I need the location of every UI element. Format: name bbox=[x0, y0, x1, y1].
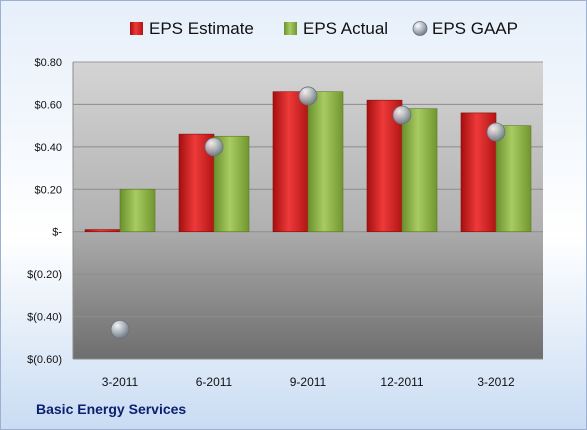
x-tick-label: 3-2012 bbox=[477, 375, 515, 389]
marker-eps-gaap bbox=[110, 319, 130, 339]
x-tick-label: 3-2011 bbox=[102, 375, 139, 389]
marker-eps-gaap bbox=[392, 105, 412, 125]
y-tick-label: $0.60 bbox=[34, 99, 62, 111]
legend-swatch-estimate bbox=[130, 22, 143, 35]
bar-eps-estimate bbox=[272, 91, 309, 233]
y-tick-label: $- bbox=[52, 227, 62, 239]
marker-eps-gaap bbox=[298, 86, 318, 106]
bar-eps-actual bbox=[119, 188, 156, 233]
x-tick-label: 12-2011 bbox=[380, 375, 423, 389]
y-tick-label: $0.40 bbox=[34, 142, 62, 154]
x-tick-label: 6-2011 bbox=[196, 375, 233, 389]
y-tick-label: $0.80 bbox=[34, 57, 62, 69]
marker-eps-gaap bbox=[486, 122, 506, 142]
marker-eps-gaap bbox=[204, 137, 224, 157]
company-name: Basic Energy Services bbox=[36, 401, 187, 417]
bar-eps-estimate bbox=[84, 229, 121, 233]
legend-label: EPS GAAP bbox=[432, 19, 518, 38]
plot-area-negative bbox=[73, 231, 543, 359]
y-tick-label: $0.20 bbox=[34, 184, 62, 196]
legend-swatch-gaap bbox=[412, 21, 428, 36]
y-tick-label: $(0.40) bbox=[27, 312, 62, 324]
legend-label: EPS Actual bbox=[303, 19, 388, 38]
bar-eps-actual bbox=[495, 125, 532, 233]
y-tick-label: $(0.60) bbox=[27, 354, 62, 366]
legend-label: EPS Estimate bbox=[149, 19, 254, 38]
legend-swatch-actual bbox=[284, 22, 297, 35]
x-tick-label: 9-2011 bbox=[290, 375, 327, 389]
bar-eps-actual bbox=[401, 108, 438, 233]
bar-eps-actual bbox=[307, 91, 344, 233]
y-tick-label: $(0.20) bbox=[27, 269, 62, 281]
